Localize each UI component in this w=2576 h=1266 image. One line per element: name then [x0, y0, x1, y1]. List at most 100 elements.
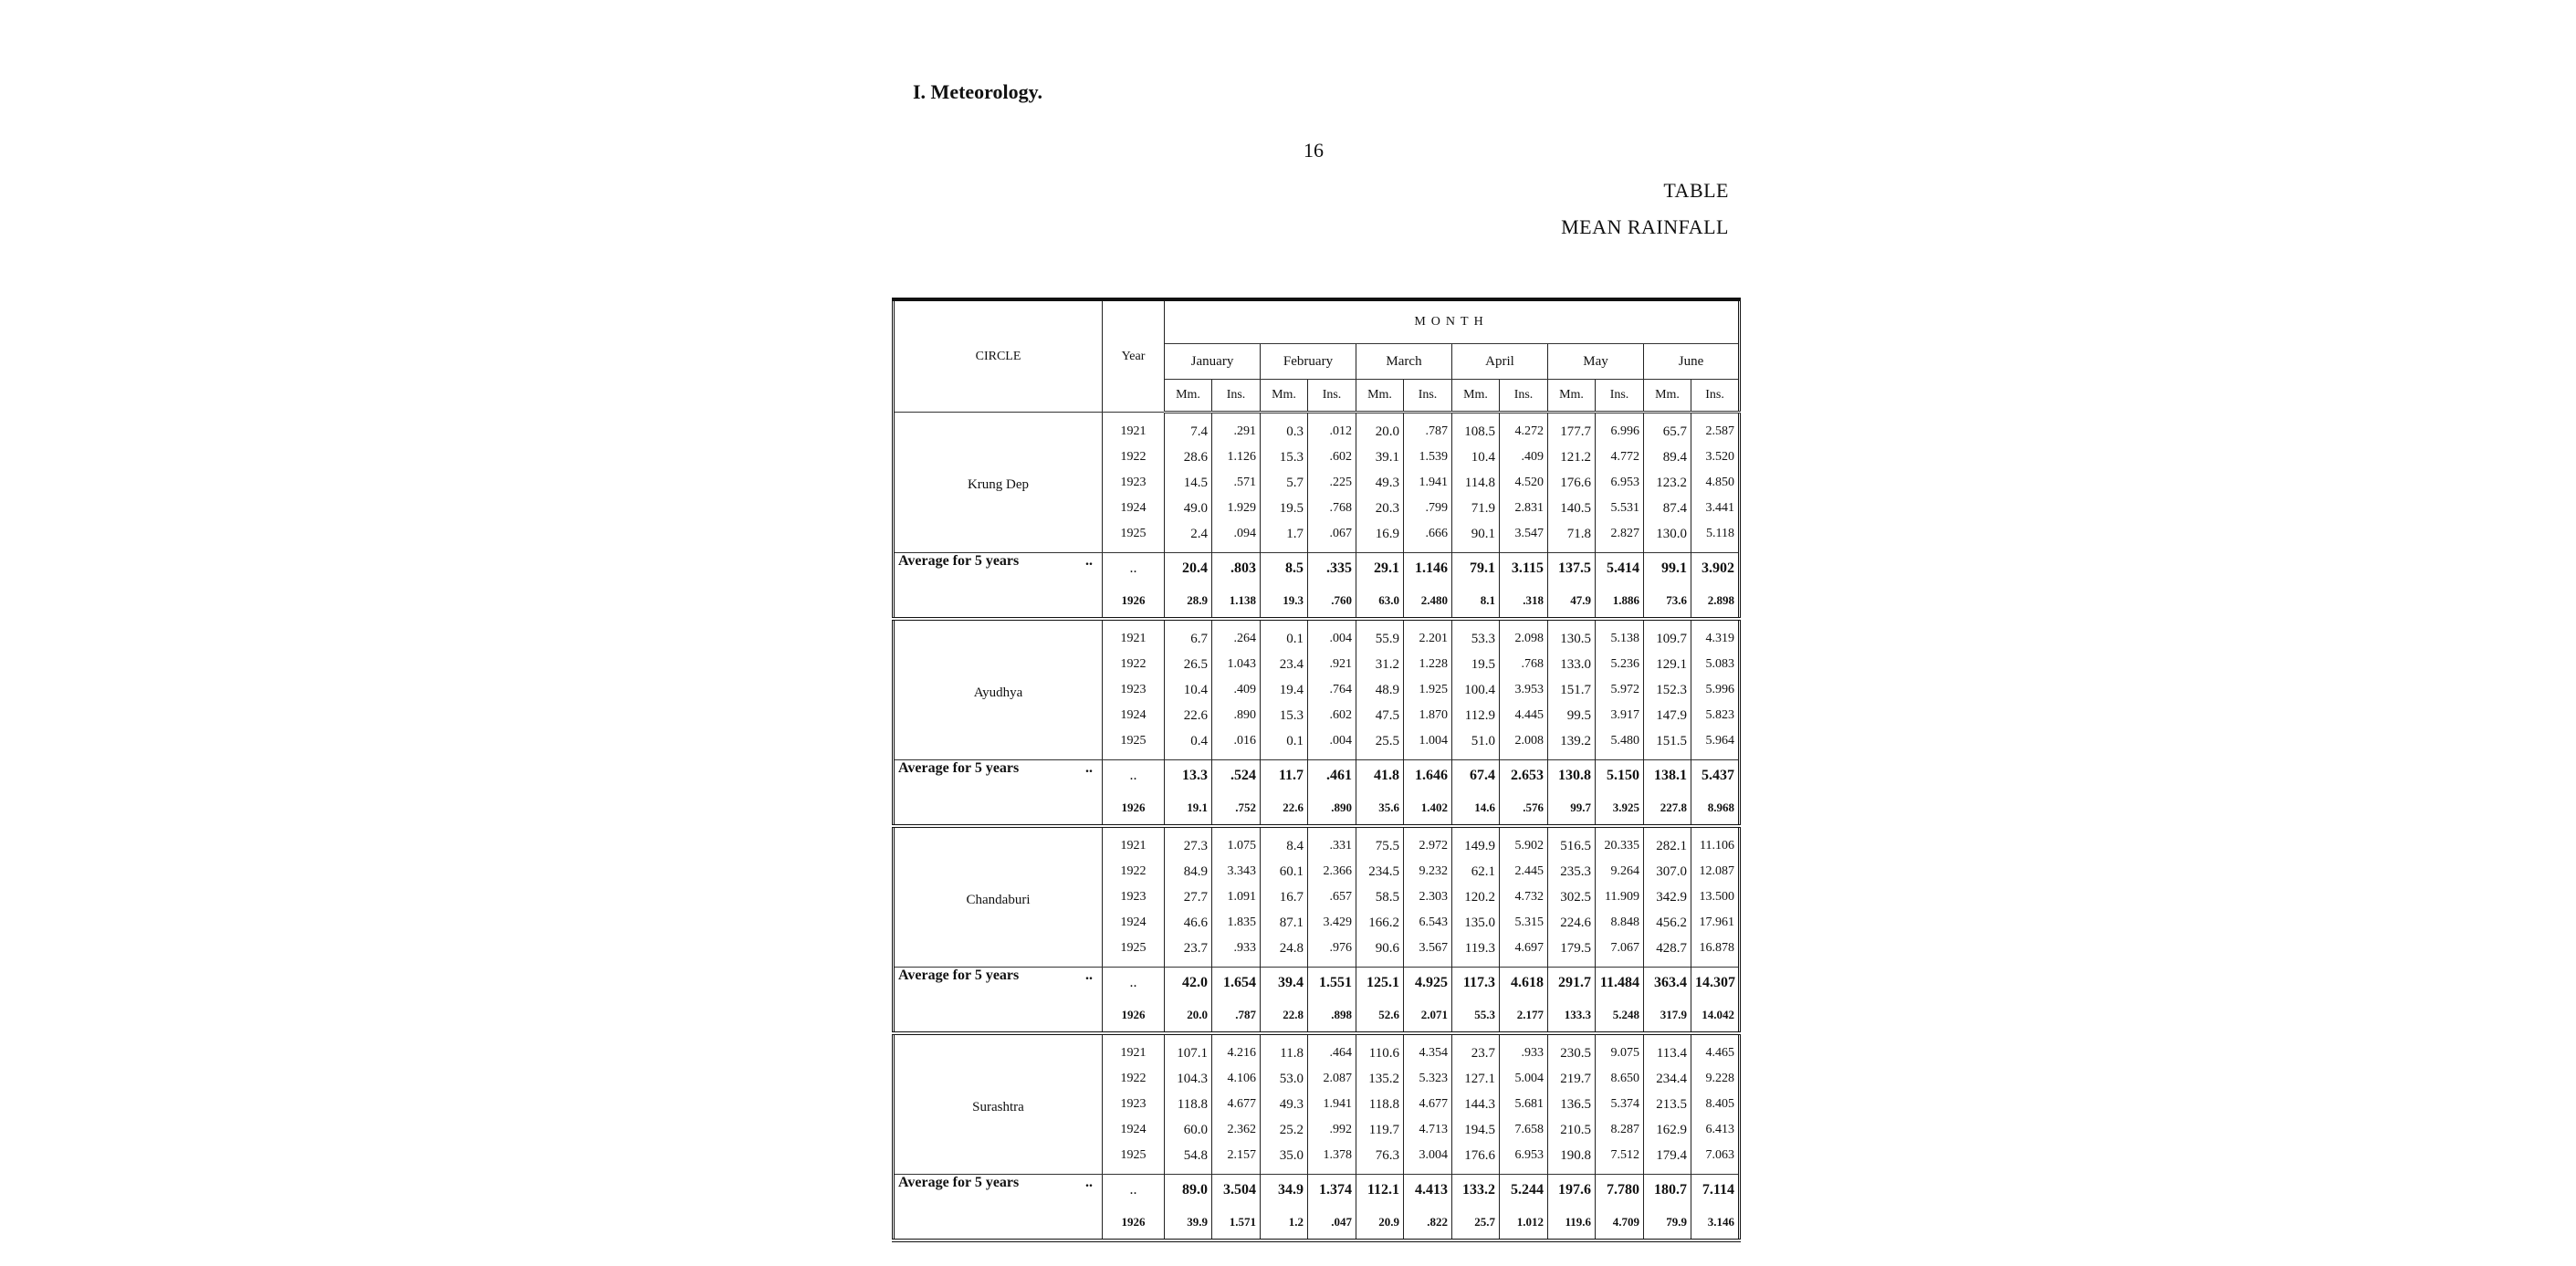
table-row: 1922 104.3 4.106 53.0 2.087 135.2 5.323 127.1 5.… [894, 1066, 1741, 1092]
table-row: 1922 26.5 1.043 23.4.921 31.2 1.228 19.5.768 13… [894, 652, 1741, 677]
year-cell: 1921 [1102, 826, 1165, 859]
rainfall-mm-cell: 342.9 [1643, 884, 1691, 910]
current-year-value-cell: 19.1 [1164, 791, 1212, 828]
rainfall-mm-cell: 119.3 [1451, 936, 1500, 968]
rainfall-mm-cell: 90.1 [1451, 521, 1500, 553]
rainfall-ins-cell: 13.500 [1690, 884, 1741, 910]
rainfall-ins-cell: 2.157 [1211, 1143, 1261, 1175]
circle-column-header: CIRCLE [893, 299, 1103, 413]
rainfall-ins-cell: .331 [1307, 826, 1356, 859]
year-cell: 1925 [1102, 936, 1165, 968]
average-value-cell: .335 [1307, 552, 1356, 584]
rainfall-mm-cell: 54.8 [1164, 1143, 1212, 1175]
rainfall-ins-cell: 4.732 [1499, 884, 1548, 910]
rainfall-mm-cell: 235.3 [1547, 859, 1596, 884]
average-value-cell: 4.618 [1499, 967, 1548, 999]
rainfall-ins-cell: 3.429 [1307, 910, 1356, 936]
rainfall-ins-cell: 4.677 [1403, 1092, 1452, 1117]
year-cell: 1925 [1102, 728, 1165, 760]
rainfall-mm-cell: 51.0 [1451, 728, 1500, 760]
rainfall-ins-cell: 2.362 [1211, 1117, 1261, 1143]
rainfall-mm-cell: 19.5 [1260, 496, 1308, 521]
rainfall-ins-cell: 5.531 [1595, 496, 1644, 521]
average-value-cell: 13.3 [1164, 759, 1212, 791]
rainfall-mm-cell: 24.8 [1260, 936, 1308, 968]
year-cell: .. [1102, 552, 1165, 584]
rainfall-ins-cell: 5.996 [1690, 677, 1741, 703]
rainfall-mm-cell: 118.8 [1164, 1092, 1212, 1117]
average-label-cell: .. Average for 5 years [893, 759, 1103, 828]
average-value-cell: 180.7 [1643, 1174, 1691, 1206]
current-year-value-cell: .047 [1307, 1206, 1356, 1242]
average-value-cell: 42.0 [1164, 967, 1212, 999]
rainfall-mm-cell: 47.5 [1356, 703, 1404, 728]
current-year-value-cell: 8.968 [1690, 791, 1741, 828]
average-value-cell: 130.8 [1547, 759, 1596, 791]
rainfall-ins-cell: 1.228 [1403, 652, 1452, 677]
unit-header-mm: Mm. [1643, 379, 1691, 413]
current-year-value-cell: 2.071 [1403, 999, 1452, 1035]
rainfall-mm-cell: 162.9 [1643, 1117, 1691, 1143]
rainfall-ins-cell: .571 [1211, 470, 1261, 496]
rainfall-mm-cell: 25.5 [1356, 728, 1404, 760]
rainfall-ins-cell: .921 [1307, 652, 1356, 677]
rainfall-ins-cell: 4.850 [1690, 470, 1741, 496]
year-cell: 1921 [1102, 1033, 1165, 1066]
unit-header-mm: Mm. [1164, 379, 1212, 413]
rainfall-mm-cell: 139.2 [1547, 728, 1596, 760]
rainfall-ins-cell: 4.520 [1499, 470, 1548, 496]
year-cell: .. [1102, 1174, 1165, 1206]
rainfall-mm-cell: 130.5 [1547, 619, 1596, 652]
current-year-value-cell: 14.6 [1451, 791, 1500, 828]
average-value-cell: 137.5 [1547, 552, 1596, 584]
current-year-value-cell: 35.6 [1356, 791, 1404, 828]
year-cell: 1923 [1102, 470, 1165, 496]
month-header-may: May [1547, 343, 1644, 380]
rainfall-ins-cell: .012 [1307, 412, 1356, 445]
rainfall-ins-cell: 7.067 [1595, 936, 1644, 968]
rainfall-mm-cell: 23.4 [1260, 652, 1308, 677]
rainfall-mm-cell: 15.3 [1260, 703, 1308, 728]
rainfall-mm-cell: 19.5 [1451, 652, 1500, 677]
rainfall-ins-cell: 2.008 [1499, 728, 1548, 760]
rainfall-mm-cell: 147.9 [1643, 703, 1691, 728]
rainfall-mm-cell: 112.9 [1451, 703, 1500, 728]
rainfall-mm-cell: 100.4 [1451, 677, 1500, 703]
rainfall-mm-cell: 65.7 [1643, 412, 1691, 445]
average-value-cell: 29.1 [1356, 552, 1404, 584]
rainfall-ins-cell: 1.378 [1307, 1143, 1356, 1175]
rainfall-ins-cell: .004 [1307, 619, 1356, 652]
year-cell: 1924 [1102, 910, 1165, 936]
rainfall-mm-cell: 118.8 [1356, 1092, 1404, 1117]
rainfall-ins-cell: 6.953 [1499, 1143, 1548, 1175]
rainfall-ins-cell: 9.228 [1690, 1066, 1741, 1092]
current-year-value-cell: 1.886 [1595, 584, 1644, 621]
current-year-value-cell: 3.925 [1595, 791, 1644, 828]
current-year-value-cell: 79.9 [1643, 1206, 1691, 1242]
rainfall-ins-cell: .657 [1307, 884, 1356, 910]
rainfall-ins-cell: 2.098 [1499, 619, 1548, 652]
current-year-value-cell: .822 [1403, 1206, 1452, 1242]
year-cell: 1926 [1102, 999, 1165, 1035]
table-row: 1923 27.7 1.091 16.7.657 58.5 2.303 120.2 4.732… [894, 884, 1741, 910]
rainfall-mm-cell: 108.5 [1451, 412, 1500, 445]
rainfall-ins-cell: 1.925 [1403, 677, 1452, 703]
table-row: Krung Dep 1921 7.4.291 0.3.012 20.0.787 108.5… [893, 412, 1741, 553]
year-cell: 1925 [1102, 521, 1165, 553]
rainfall-ins-cell: 4.216 [1211, 1033, 1261, 1066]
rainfall-ins-cell: .768 [1499, 652, 1548, 677]
rainfall-ins-cell: 6.953 [1595, 470, 1644, 496]
year-column-header: Year [1102, 299, 1165, 413]
month-header-june: June [1642, 343, 1741, 380]
average-value-cell: 11.7 [1260, 759, 1308, 791]
year-cell: 1921 [1102, 412, 1165, 445]
year-cell: 1925 [1102, 1143, 1165, 1175]
rainfall-ins-cell: 5.480 [1595, 728, 1644, 760]
average-value-cell: 3.115 [1499, 552, 1548, 584]
current-year-value-cell: 1.571 [1211, 1206, 1261, 1242]
rainfall-mm-cell: 114.8 [1451, 470, 1500, 496]
rainfall-mm-cell: 75.5 [1356, 826, 1404, 859]
year-cell: 1926 [1102, 791, 1165, 828]
rainfall-ins-cell: 8.287 [1595, 1117, 1644, 1143]
rainfall-mm-cell: 166.2 [1356, 910, 1404, 936]
